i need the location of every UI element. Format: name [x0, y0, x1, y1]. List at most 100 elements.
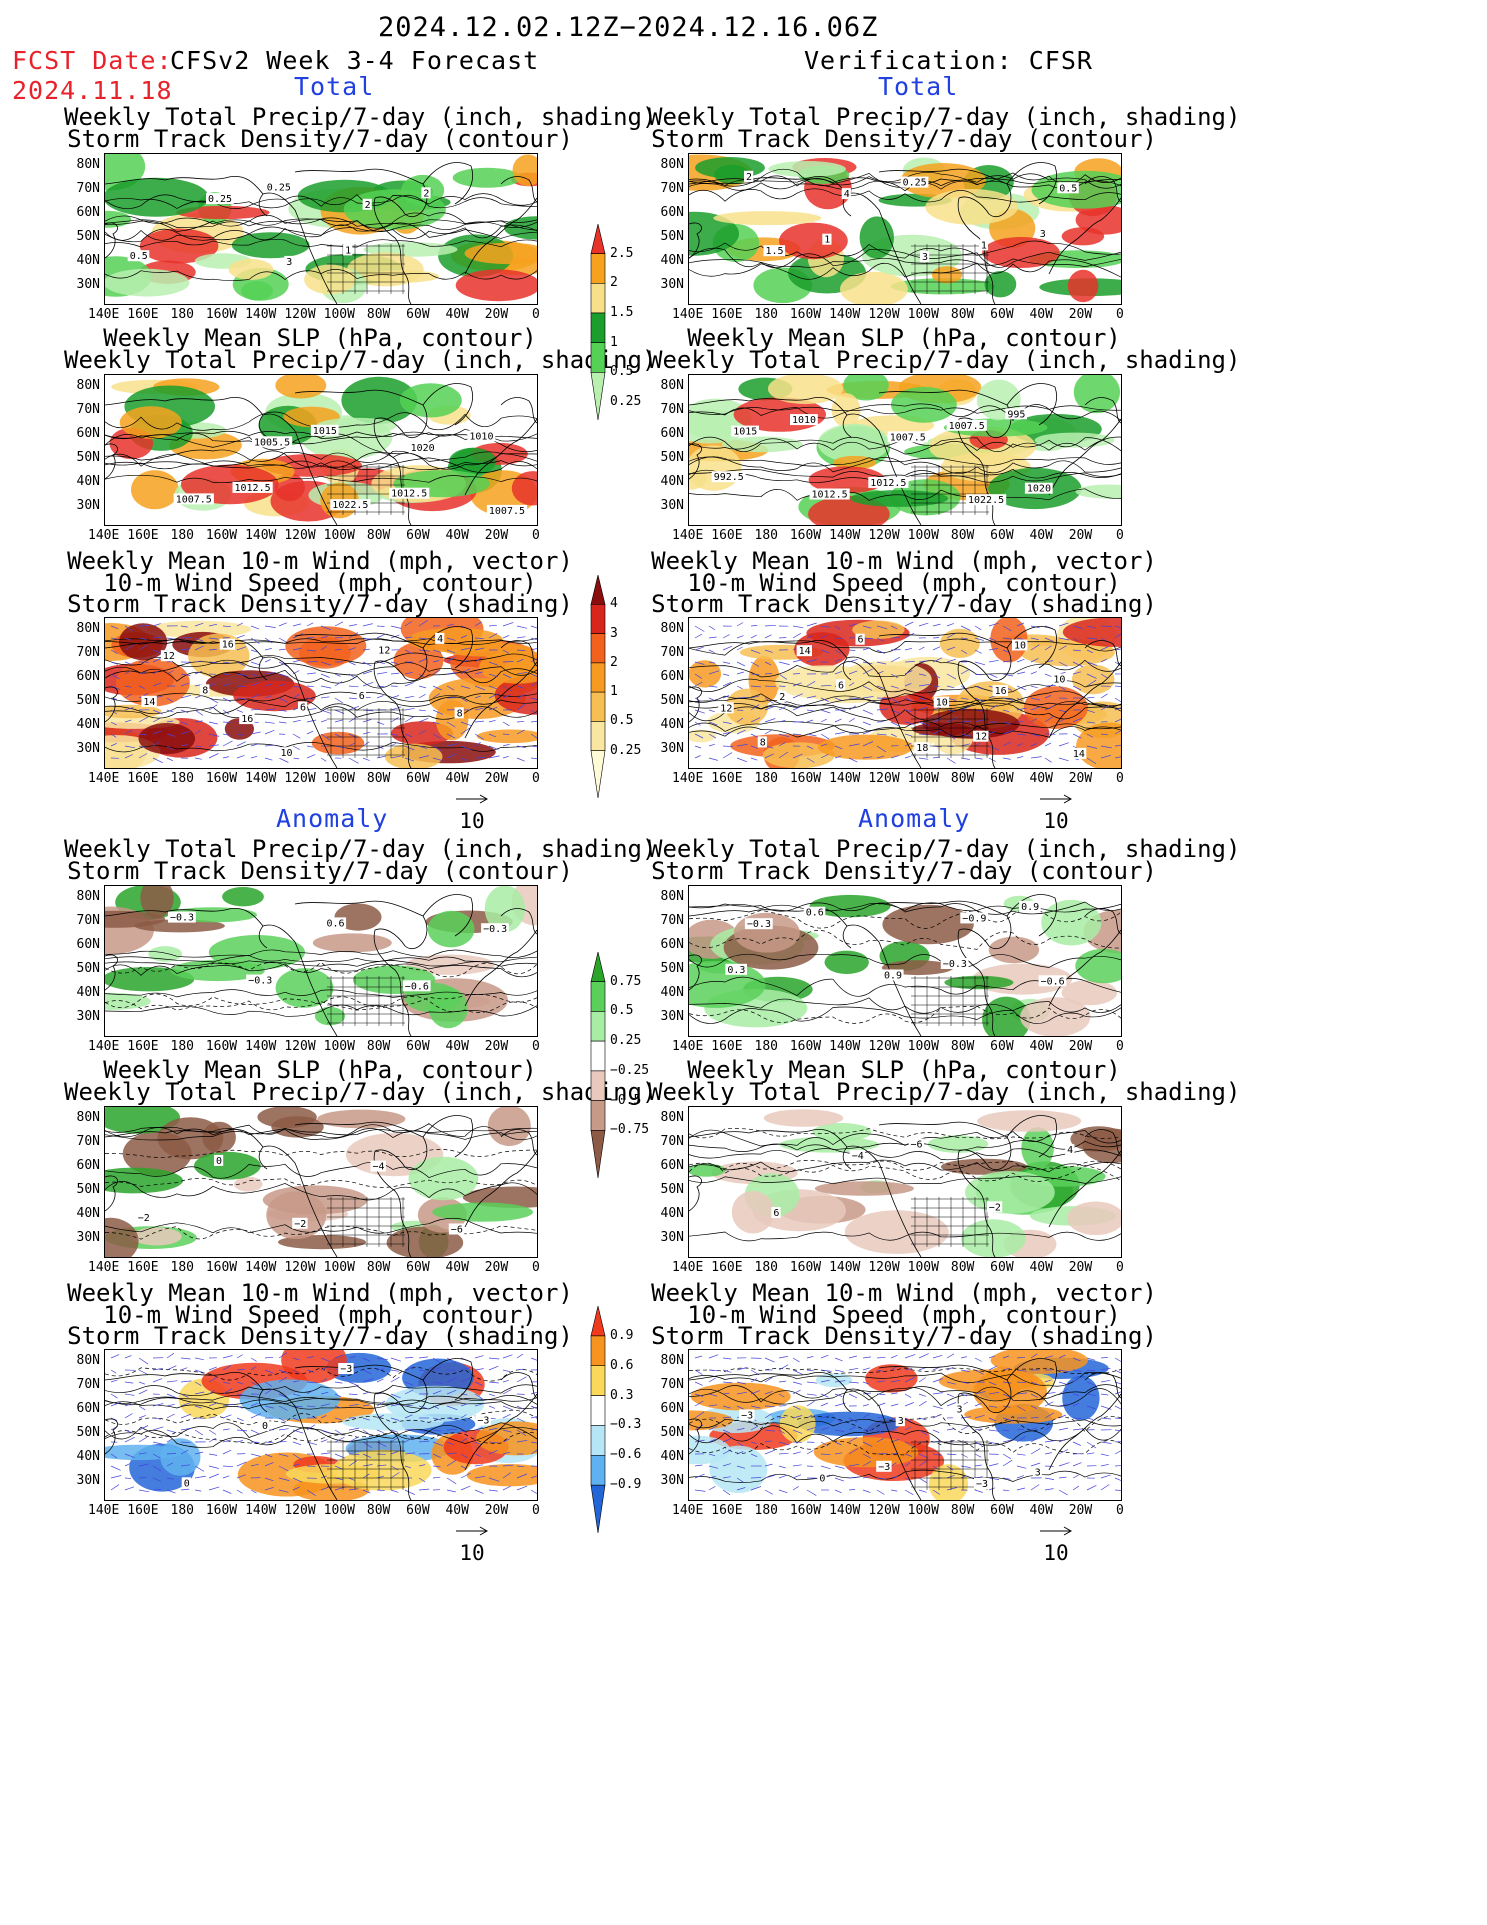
panel-title-line: Weekly Total Precip/7-day (inch, shading…	[648, 835, 1241, 863]
contour-label: 0	[262, 1421, 268, 1432]
section-anomaly-left: Anomaly	[276, 804, 389, 833]
lat-tick-label: 50N	[76, 229, 100, 244]
lon-tick-label: 20W	[484, 771, 509, 786]
map-plot: −2 0 −2 −4 −6	[105, 1107, 537, 1257]
lon-tick-label: 100W	[323, 771, 355, 786]
lon-tick-label: 40W	[1029, 528, 1053, 543]
lon-tick-label: 40W	[445, 307, 469, 322]
colorbar-precip_anom	[590, 952, 606, 1179]
lon-tick-label: 20W	[484, 307, 509, 322]
lat-tick-label: 40N	[76, 985, 100, 1000]
contour-label: 10	[281, 748, 293, 759]
lon-tick-label: 60W	[406, 1503, 430, 1518]
lon-tick-label: 160E	[711, 1260, 743, 1275]
lon-tick-label: 20W	[484, 528, 509, 543]
lat-tick-label: 30N	[76, 498, 100, 513]
lon-tick-label: 60W	[406, 528, 430, 543]
contour-label: 0.6	[327, 918, 345, 929]
contour-label: 2	[423, 188, 429, 199]
lon-tick-label: 40W	[445, 771, 469, 786]
contour-label: −3	[340, 1364, 352, 1375]
contour-label: 1	[981, 240, 987, 251]
lon-tick-label: 40W	[1029, 1503, 1053, 1518]
lon-tick-label: 0	[1116, 1039, 1124, 1054]
lon-tick-label: 140E	[88, 1503, 120, 1518]
lon-tick-label: 60W	[990, 528, 1014, 543]
contour-label: 3	[922, 252, 928, 263]
vector-reference-value: 10	[459, 1541, 485, 1565]
lon-tick-label: 60W	[990, 1260, 1014, 1275]
lon-tick-label: 100W	[323, 307, 355, 322]
lat-tick-label: 70N	[76, 181, 100, 196]
lat-tick-label: 30N	[76, 1230, 100, 1245]
contour-label: −3	[976, 1479, 988, 1490]
lat-tick-label: 80N	[76, 1353, 100, 1368]
lat-tick-label: 50N	[660, 229, 684, 244]
lon-tick-label: 20W	[1068, 1503, 1093, 1518]
lon-tick-label: 140E	[88, 1039, 120, 1054]
contour-label: 1	[824, 235, 830, 246]
colorbar-label: 2	[610, 275, 618, 291]
lat-tick-label: 40N	[76, 474, 100, 489]
contour-label: 2	[779, 692, 785, 703]
panel-title-line: Storm Track Density/7-day (shading)	[651, 590, 1157, 618]
lon-tick-label: 40W	[445, 1503, 469, 1518]
lon-tick-label: 160E	[127, 1260, 159, 1275]
contour-label: 0.5	[130, 251, 148, 262]
contour-label: 2	[746, 172, 752, 183]
map-plot: −0.3 0.9 0.3 0.6 0.9 −0.9 −0.6 −0.3	[689, 894, 1121, 1036]
lat-tick-label: 40N	[660, 474, 684, 489]
lat-tick-label: 50N	[76, 961, 100, 976]
lon-tick-label: 40W	[1029, 771, 1053, 786]
contour-label: 1	[345, 245, 351, 256]
arrow-icon	[1040, 794, 1073, 804]
lon-tick-label: 140E	[672, 1503, 704, 1518]
colorbar-label: 0.6	[610, 1357, 634, 1373]
lon-tick-label: 140E	[672, 1260, 704, 1275]
vector-reference-value: 10	[1043, 1541, 1069, 1565]
arrow-icon	[1040, 1526, 1073, 1536]
panel-title-line: Weekly Mean 10-m Wind (mph, vector)	[651, 1279, 1157, 1307]
lat-tick-label: 50N	[76, 693, 100, 708]
lon-tick-label: 0	[1116, 1503, 1124, 1518]
colorbar-track_anom	[590, 1306, 606, 1534]
map-plot: −3 3 3 −3 0 3 −3	[689, 1350, 1121, 1500]
lat-tick-label: 70N	[76, 913, 100, 928]
lon-tick-label: 60W	[990, 1039, 1014, 1054]
lon-tick-label: 120W	[284, 771, 316, 786]
contour-label: 0	[184, 1478, 190, 1489]
lat-tick-label: 70N	[660, 913, 684, 928]
lon-tick-label: 100W	[907, 1039, 939, 1054]
contour-label: 3	[286, 257, 292, 268]
lon-tick-label: 140E	[88, 528, 120, 543]
lat-tick-label: 40N	[660, 1206, 684, 1221]
lon-tick-label: 140W	[245, 528, 277, 543]
lon-tick-label: 80W	[950, 528, 975, 543]
lat-tick-label: 70N	[76, 402, 100, 417]
contour-label: 1007.5	[489, 506, 525, 517]
contour-label: 12	[378, 645, 390, 656]
lon-tick-label: 180	[170, 1039, 195, 1054]
lon-tick-label: 20W	[1068, 1260, 1093, 1275]
lon-tick-label: 140E	[672, 771, 704, 786]
section-anomaly-right: Anomaly	[858, 804, 971, 833]
lon-tick-label: 160E	[711, 307, 743, 322]
lat-tick-label: 30N	[660, 277, 684, 292]
colorbar-label: −0.75	[610, 1122, 650, 1138]
section-total-right: Total	[878, 72, 959, 101]
lon-tick-label: 160E	[127, 1503, 159, 1518]
contour-label: −6	[451, 1225, 463, 1236]
panel-title-line: Weekly Mean SLP (hPa, contour)	[103, 1056, 537, 1084]
map-panel-p6: 12 10 8 6 18 16 14 2 6 10 10 12 14	[688, 617, 1122, 769]
contour-label: 6	[838, 680, 844, 691]
contour-label: 16	[241, 714, 253, 725]
panel-title-line: Storm Track Density/7-day (shading)	[651, 1322, 1157, 1350]
map-panel-p2: 3 2 1 0.25 1 0.5 1.5 4 3	[688, 153, 1122, 305]
contour-label: 12	[163, 651, 175, 662]
map-panel-p4: 995 992.5 1010 1012.5 1007.5 1020 1015 1012.5 10…	[688, 374, 1122, 526]
contour-label: 1007.5	[949, 421, 985, 432]
lat-tick-label: 80N	[76, 621, 100, 636]
panel-title-line: 10-m Wind Speed (mph, contour)	[687, 568, 1121, 597]
contour-label: −0.9	[962, 913, 986, 924]
contour-label: −2	[294, 1219, 306, 1230]
